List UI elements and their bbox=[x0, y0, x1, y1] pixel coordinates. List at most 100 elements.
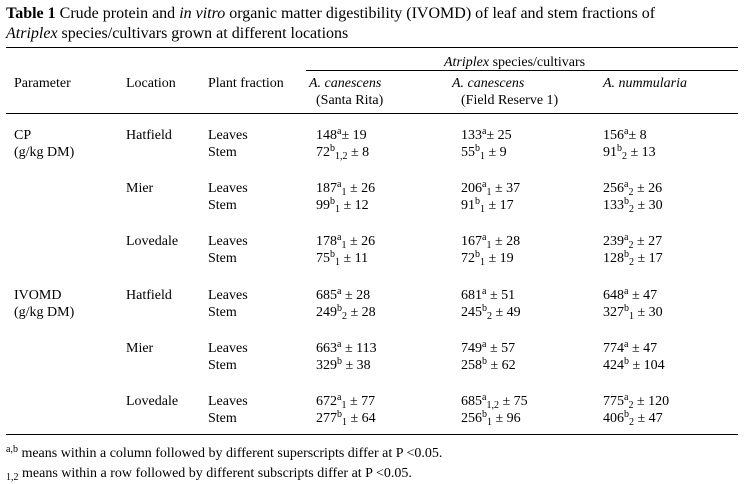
mean-value: 256 bbox=[461, 411, 482, 426]
standard-deviation: ± 57 bbox=[486, 341, 516, 356]
mean-value: 72 bbox=[461, 251, 475, 266]
value-cell: 256a2 ± 26 bbox=[603, 180, 662, 198]
location-name: Lovedale bbox=[126, 394, 179, 409]
mean-value: 424 bbox=[603, 358, 624, 373]
value-cell: 775a2 ± 120 bbox=[603, 393, 670, 411]
standard-deviation: ± 8 bbox=[347, 145, 370, 160]
mean-value: 685 bbox=[461, 394, 482, 409]
mean-value: 249 bbox=[316, 305, 337, 320]
value-cell: 156a± 8 bbox=[603, 127, 647, 144]
mean-value: 91 bbox=[603, 145, 617, 160]
value-cell: 685a1,2 ± 75 bbox=[461, 393, 528, 411]
value-cell: 91b1 ± 17 bbox=[461, 197, 514, 215]
mean-value: 663 bbox=[316, 341, 337, 356]
plant-fraction: Stem bbox=[208, 305, 237, 320]
value-cell: 178a1 ± 26 bbox=[316, 232, 376, 251]
mean-value: 245 bbox=[461, 305, 482, 320]
plant-fraction: Leaves bbox=[208, 181, 248, 196]
value-cell: 72b1,2 ± 8 bbox=[316, 143, 370, 162]
value-cell: 167a1 ± 28 bbox=[461, 232, 521, 251]
mean-value: 277 bbox=[316, 411, 337, 426]
mean-value: 681 bbox=[461, 288, 482, 303]
location-name: Mier bbox=[126, 341, 154, 356]
value-cell: 329b ± 38 bbox=[316, 357, 371, 374]
superscript-letter: b bbox=[624, 249, 629, 260]
standard-deviation: ± 26 bbox=[346, 234, 376, 249]
subscript-number: 2 bbox=[629, 204, 634, 215]
superscript-letter: a bbox=[624, 232, 629, 243]
value-cell: 133a± 25 bbox=[461, 127, 512, 144]
superscript-letter: a bbox=[624, 126, 629, 137]
superscript-letter: a bbox=[337, 179, 342, 190]
standard-deviation: ± 19 bbox=[341, 128, 367, 143]
standard-deviation: ± 120 bbox=[633, 394, 670, 409]
location-name: Hatfield bbox=[126, 128, 172, 143]
value-cell: 128b2 ± 17 bbox=[603, 249, 663, 268]
subscript-number: 1 bbox=[487, 417, 492, 428]
mean-value: 72 bbox=[316, 145, 330, 160]
standard-deviation: ± 8 bbox=[628, 128, 647, 143]
caption-text-a: Crude protein and bbox=[55, 5, 180, 22]
superscript-letter: a bbox=[337, 126, 342, 137]
location-name: Mier bbox=[126, 181, 154, 196]
subscript-number: 1 bbox=[341, 400, 347, 411]
superscript-letter: b bbox=[337, 303, 342, 314]
plant-fraction: Stem bbox=[208, 198, 237, 213]
header-col1-sub: (Santa Rita) bbox=[316, 93, 384, 108]
value-cell: 256b1 ± 96 bbox=[461, 410, 521, 428]
mean-value: 75 bbox=[316, 251, 330, 266]
superscript-letter: a bbox=[482, 286, 487, 297]
subscript-number: 2 bbox=[628, 187, 634, 198]
value-cell: 424b ± 104 bbox=[603, 357, 665, 374]
value-cell: 258b ± 62 bbox=[461, 357, 516, 374]
column-group-header: Atriplex species/cultivars bbox=[444, 55, 586, 70]
plant-fraction: Leaves bbox=[208, 128, 248, 143]
value-cell: 99b1 ± 12 bbox=[316, 197, 369, 215]
superscript-letter: a bbox=[337, 232, 342, 243]
standard-deviation: ± 17 bbox=[485, 198, 514, 213]
header-col2-species: A. canescens bbox=[452, 76, 525, 91]
value-cell: 672a1 ± 77 bbox=[316, 393, 375, 411]
standard-deviation: ± 49 bbox=[492, 305, 521, 320]
subscript-number: 2 bbox=[622, 151, 627, 162]
subscript-number: 2 bbox=[629, 257, 634, 268]
superscript-letter: b bbox=[475, 249, 480, 260]
standard-deviation: ± 64 bbox=[347, 411, 376, 426]
value-cell: 749a ± 57 bbox=[461, 340, 515, 357]
value-cell: 663a ± 113 bbox=[316, 340, 377, 357]
superscript-letter: a bbox=[337, 286, 342, 297]
subscript-number: 1 bbox=[480, 204, 485, 215]
value-cell: 75b1 ± 11 bbox=[316, 250, 368, 268]
header-parameter: Parameter bbox=[14, 76, 71, 91]
standard-deviation: ± 113 bbox=[341, 341, 377, 356]
plant-fraction: Stem bbox=[208, 358, 237, 373]
mean-value: 167 bbox=[461, 234, 482, 249]
mean-value: 327 bbox=[603, 305, 624, 320]
parameter-unit: (g/kg DM) bbox=[14, 145, 75, 160]
subscript-number: 1 bbox=[335, 204, 340, 215]
header-location: Location bbox=[126, 76, 176, 91]
standard-deviation: ± 104 bbox=[629, 358, 665, 373]
superscript-letter: b bbox=[482, 356, 487, 367]
subscript-number: 1 bbox=[629, 311, 634, 322]
superscript-letter: a bbox=[482, 232, 487, 243]
subscript-number: 1,2 bbox=[335, 151, 348, 162]
caption-text-c: species/cultivars grown at different loc… bbox=[57, 25, 349, 42]
mean-value: 685 bbox=[316, 288, 337, 303]
value-cell: 187a1 ± 26 bbox=[316, 179, 376, 198]
parameter-unit: (g/kg DM) bbox=[14, 305, 75, 320]
subscript-number: 1 bbox=[335, 257, 340, 268]
plant-fraction: Leaves bbox=[208, 394, 248, 409]
standard-deviation: ± 47 bbox=[634, 411, 663, 426]
mean-value: 672 bbox=[316, 394, 337, 409]
standard-deviation: ± 9 bbox=[485, 145, 507, 160]
standard-deviation: ± 28 bbox=[347, 305, 376, 320]
superscript-letter: b bbox=[330, 143, 335, 154]
subscript-number: 1 bbox=[480, 151, 485, 162]
value-cell: 406b2 ± 47 bbox=[603, 410, 663, 428]
superscript-letter: a bbox=[337, 339, 342, 350]
standard-deviation: ± 28 bbox=[491, 234, 521, 249]
superscript-letter: a bbox=[624, 286, 629, 297]
subscript-number: 2 bbox=[628, 240, 634, 251]
standard-deviation: ± 26 bbox=[346, 181, 376, 196]
